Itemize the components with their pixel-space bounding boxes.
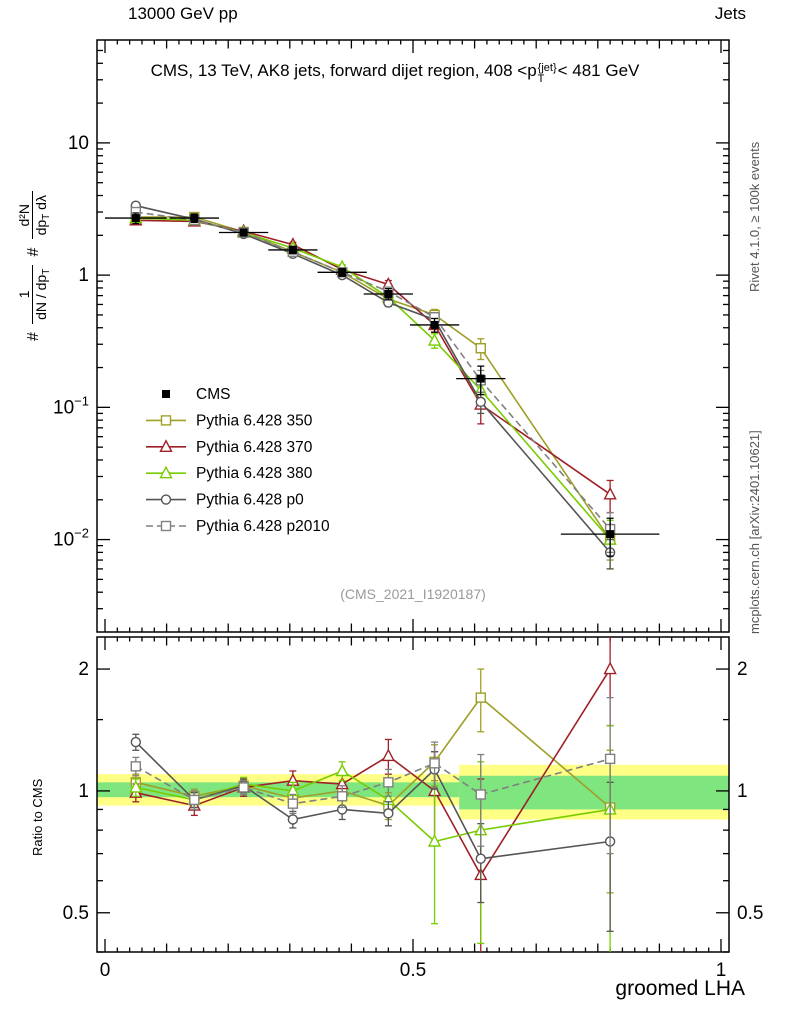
marker-square-filled [131,214,140,223]
marker-square-open [287,798,299,809]
ratio-series-pythia-6-428-p0 [130,733,616,932]
pt-supsub: {jet} T [538,63,557,85]
marker-triangle-open [427,333,442,346]
marker-square-open [604,753,616,765]
marker-square-filled [190,214,199,223]
svg-text:10: 10 [68,133,89,154]
main-series-cms [105,212,660,557]
svg-text:10−2: 10−2 [53,526,89,551]
legend-label: Pythia 6.428 p0 [196,492,304,509]
analysis-id-watermark: (CMS_2021_I1920187) [340,586,486,602]
svg-text:2: 2 [737,659,748,680]
legend-label: Pythia 6.428 p2010 [196,518,330,535]
marker-circle-open [383,808,394,819]
svg-text:1: 1 [78,781,89,802]
marker-square-open [336,791,348,802]
axis-tick-labels: 10 1 10−1 10−2 2 2 1 1 0.5 0.5 0 0.5 1 [53,133,763,981]
marker-square-filled [384,289,393,298]
marker-triangle-open [159,465,173,479]
marker-triangle-open [129,779,143,793]
marker-square-open [383,777,394,788]
marker-triangle-open [603,661,617,675]
legend-label: CMS [196,386,230,403]
title-text-after: < 481 GeV [557,61,640,80]
legend-item-pythia-6-428-370: Pythia 6.428 370 [146,439,313,456]
marker-circle-open [475,853,486,864]
marker-square-open [189,794,200,806]
main-y-axis-label: # 1 dN / dpT # d²N dpT dλ [16,40,53,345]
axis-ticks [97,40,729,953]
hash-symbol: # [25,247,43,257]
marker-circle-open [287,814,299,825]
svg-text:10−1: 10−1 [53,393,89,418]
main-panel-frame [96,39,730,633]
cms-uncertainty-bands [97,764,729,820]
legend-label: Pythia 6.428 380 [196,465,313,482]
marker-square-open [130,761,142,772]
svg-text:0: 0 [100,960,111,981]
legend: CMS Pythia 6.428 350 Pythia 6.428 370 Pythi… [146,386,330,535]
rivet-version-label: Rivet 4.1.0, ≥ 100k events [747,141,762,292]
svg-text:1: 1 [78,265,89,286]
ylabel-fraction-2: d²N dpT dλ [16,191,53,240]
legend-item-cms: CMS [162,386,230,403]
marker-circle-open [130,736,142,748]
beam-energy-label: 13000 GeV pp [128,4,238,23]
marker-square-filled [476,374,485,383]
svg-text:1: 1 [737,781,748,802]
marker-square-open [160,520,172,532]
x-axis-label: groomed LHA [615,977,745,1000]
ratio-series-pythia-6-428-p2010 [130,696,616,855]
legend-item-pythia-6-428-350: Pythia 6.428 350 [146,412,313,429]
marker-triangle-open [603,486,617,500]
marker-square-open [475,343,486,354]
mcplots-credit-label: mcplots.cern.ch [arXiv:2401.10621] [747,430,762,634]
ylabel-fraction-1: 1 dN / dpT [16,264,53,324]
marker-triangle-open [381,748,396,762]
marker-triangle-open [335,763,349,777]
marker-triangle-open [427,833,442,847]
svg-text:0.5: 0.5 [63,903,89,924]
ratio-y-axis-label: Ratio to CMS [30,778,45,856]
marker-square-open [429,758,440,769]
legend-item-pythia-6-428-380: Pythia 6.428 380 [146,465,313,482]
pt-subscript: T [537,73,545,85]
marker-square-open [238,782,249,793]
marker-circle-open [160,494,172,505]
svg-text:0.5: 0.5 [737,903,763,924]
marker-square-filled [288,245,297,254]
svg-text:1: 1 [716,960,727,981]
marker-square-filled [430,320,439,329]
marker-triangle-open [159,439,173,452]
legend-item-pythia-6-428-p0: Pythia 6.428 p0 [146,492,304,509]
marker-square-filled [338,268,347,277]
pt-superscript: {jet} [537,62,557,74]
svg-text:2: 2 [78,659,89,680]
legend-item-pythia-6-428-p2010: Pythia 6.428 p2010 [146,518,330,535]
legend-label: Pythia 6.428 350 [196,412,313,429]
hash-symbol: # [25,332,43,341]
marker-square-open [475,789,486,800]
plot-title: CMS, 13 TeV, AK8 jets, forward dijet reg… [70,61,720,85]
marker-square-open [475,692,486,703]
ratio-series-pythia-6-428-370 [129,637,617,952]
marker-square-open [160,415,172,426]
svg-text:0.5: 0.5 [400,960,426,981]
analysis-group-label: Jets [714,4,746,23]
marker-square-filled [162,390,170,398]
green-band-segment [459,775,729,810]
marker-circle-open [475,396,486,408]
marker-square-filled [606,530,615,539]
marker-square-filled [239,228,248,237]
legend-label: Pythia 6.428 370 [196,439,313,456]
title-text-before: CMS, 13 TeV, AK8 jets, forward dijet reg… [150,61,537,80]
